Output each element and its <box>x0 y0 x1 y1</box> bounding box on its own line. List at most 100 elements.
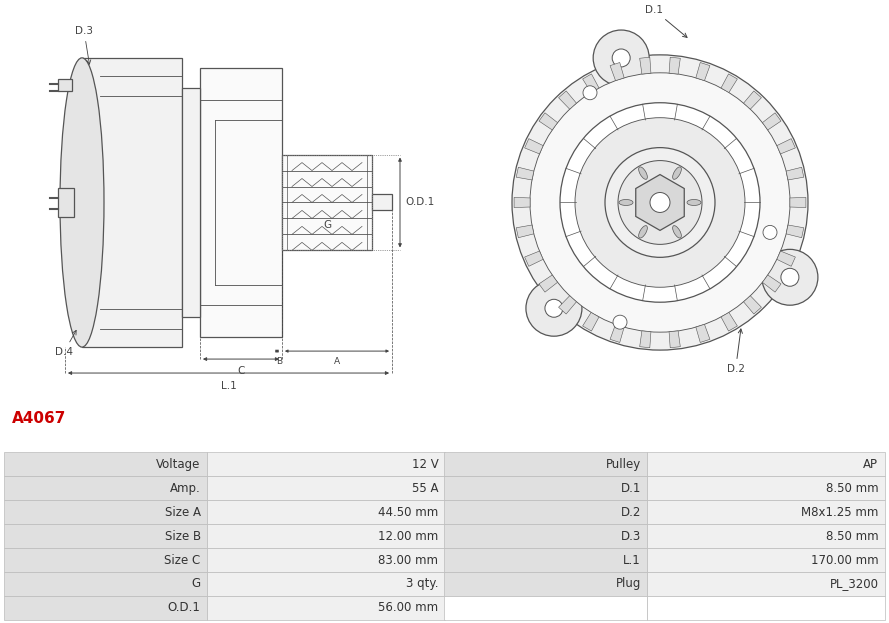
Text: L.1: L.1 <box>623 553 641 566</box>
Text: G: G <box>323 221 331 231</box>
Bar <box>200 68 282 337</box>
Polygon shape <box>558 91 576 109</box>
Circle shape <box>762 249 818 305</box>
Text: Size B: Size B <box>164 530 201 543</box>
Bar <box>444 500 647 524</box>
Bar <box>647 476 885 500</box>
Text: D.1: D.1 <box>645 5 687 37</box>
Bar <box>207 452 444 476</box>
Polygon shape <box>743 91 761 109</box>
Text: M8x1.25 mm: M8x1.25 mm <box>801 506 878 518</box>
Text: B: B <box>276 357 282 366</box>
Polygon shape <box>539 113 557 130</box>
Text: D.2: D.2 <box>726 329 745 374</box>
Bar <box>207 524 444 548</box>
Bar <box>4 548 207 572</box>
Polygon shape <box>669 57 680 74</box>
Bar <box>58 78 72 91</box>
Bar <box>207 500 444 524</box>
Bar <box>647 500 885 524</box>
Polygon shape <box>786 167 804 180</box>
Polygon shape <box>640 57 651 74</box>
Polygon shape <box>696 62 710 80</box>
Bar <box>182 88 200 317</box>
Text: D.2: D.2 <box>621 506 641 518</box>
Circle shape <box>605 148 715 257</box>
Text: 8.50 mm: 8.50 mm <box>826 530 878 543</box>
Polygon shape <box>558 296 576 314</box>
Text: Voltage: Voltage <box>156 458 201 471</box>
Circle shape <box>613 49 630 67</box>
Polygon shape <box>525 251 543 266</box>
Circle shape <box>545 299 563 317</box>
Ellipse shape <box>673 167 681 179</box>
Bar <box>444 452 647 476</box>
Bar <box>647 548 885 572</box>
Polygon shape <box>610 325 624 343</box>
Polygon shape <box>777 251 796 266</box>
Text: O.D.1: O.D.1 <box>405 197 434 207</box>
Polygon shape <box>721 313 737 331</box>
Polygon shape <box>517 167 534 180</box>
Text: G: G <box>192 578 201 591</box>
Text: D.3: D.3 <box>75 26 93 64</box>
Bar <box>282 155 372 250</box>
Circle shape <box>530 73 790 332</box>
Circle shape <box>526 280 582 336</box>
Polygon shape <box>721 74 737 92</box>
Text: 12 V: 12 V <box>412 458 438 471</box>
Polygon shape <box>514 197 530 207</box>
Circle shape <box>560 103 760 302</box>
Circle shape <box>618 161 702 244</box>
Text: Amp.: Amp. <box>170 482 201 495</box>
Bar <box>282 155 372 250</box>
Bar <box>444 524 647 548</box>
Bar <box>444 596 647 620</box>
Text: Size C: Size C <box>164 553 201 566</box>
Text: 3 qty.: 3 qty. <box>406 578 438 591</box>
Text: 55 A: 55 A <box>412 482 438 495</box>
Polygon shape <box>640 331 651 348</box>
Polygon shape <box>517 225 534 238</box>
Bar <box>647 452 885 476</box>
Text: Pulley: Pulley <box>605 458 641 471</box>
Ellipse shape <box>638 226 647 238</box>
Text: 56.00 mm: 56.00 mm <box>378 601 438 614</box>
Polygon shape <box>763 113 781 130</box>
Circle shape <box>583 86 597 100</box>
Bar <box>207 548 444 572</box>
Circle shape <box>781 269 799 286</box>
Text: PL_3200: PL_3200 <box>829 578 878 591</box>
Polygon shape <box>669 331 680 348</box>
Text: 170.00 mm: 170.00 mm <box>811 553 878 566</box>
Bar <box>4 524 207 548</box>
Bar <box>4 476 207 500</box>
Polygon shape <box>696 325 710 343</box>
Circle shape <box>650 193 670 212</box>
Polygon shape <box>610 62 624 80</box>
Text: Size A: Size A <box>164 506 201 518</box>
Bar <box>82 58 182 347</box>
Polygon shape <box>525 139 543 154</box>
Bar <box>4 572 207 596</box>
Polygon shape <box>790 197 806 207</box>
Bar <box>207 572 444 596</box>
Text: D.1: D.1 <box>621 482 641 495</box>
Polygon shape <box>636 174 685 231</box>
Polygon shape <box>763 275 781 292</box>
Bar <box>372 194 392 211</box>
Circle shape <box>763 226 777 239</box>
Text: A: A <box>334 357 340 366</box>
Circle shape <box>593 30 649 86</box>
Polygon shape <box>777 139 796 154</box>
Text: L.1: L.1 <box>220 381 236 391</box>
Text: O.D.1: O.D.1 <box>168 601 201 614</box>
Text: AP: AP <box>863 458 878 471</box>
Bar <box>647 596 885 620</box>
Bar <box>58 188 74 217</box>
Text: 12.00 mm: 12.00 mm <box>378 530 438 543</box>
Bar <box>647 572 885 596</box>
Bar <box>444 476 647 500</box>
Text: 83.00 mm: 83.00 mm <box>379 553 438 566</box>
Circle shape <box>512 55 808 350</box>
